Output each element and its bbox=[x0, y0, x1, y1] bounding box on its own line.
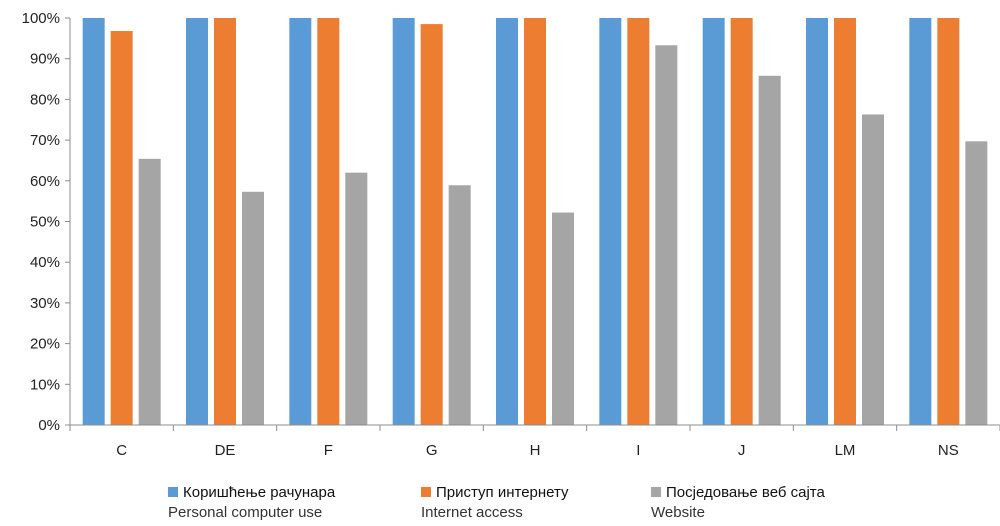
bar-de-series-2 bbox=[214, 18, 236, 425]
bar-f-series-1 bbox=[289, 18, 312, 425]
x-tick-label-h: H bbox=[530, 442, 541, 459]
bar-ns-series-2 bbox=[937, 18, 960, 425]
y-tick-label: 0% bbox=[38, 417, 60, 434]
bar-lm-series-2 bbox=[834, 18, 856, 425]
bar-chart: 0% 10% 20% 30% 40% 50% 60% 70% 80% 90% 100% C DE F G H… bbox=[22, 10, 1000, 459]
legend-swatch-website bbox=[651, 487, 661, 497]
y-tick-label: 90% bbox=[30, 51, 60, 68]
bar-g-series-3 bbox=[448, 185, 471, 425]
bar-ns-series-1 bbox=[909, 18, 932, 425]
bars-group bbox=[82, 18, 988, 426]
legend-swatch-internet-access bbox=[421, 487, 431, 497]
bar-f-series-2 bbox=[317, 18, 340, 425]
bar-f-series-3 bbox=[345, 172, 368, 425]
y-tick-label: 100% bbox=[22, 10, 60, 27]
y-tick-label: 80% bbox=[30, 91, 60, 108]
y-tick-label: 50% bbox=[30, 214, 60, 231]
x-tick-label-j: J bbox=[738, 442, 746, 459]
bar-c-series-3 bbox=[138, 158, 161, 425]
bar-lm-series-1 bbox=[806, 18, 828, 425]
bar-g-series-1 bbox=[392, 18, 415, 425]
bar-j-series-3 bbox=[758, 75, 781, 425]
legend-label-internet-access: Приступ интернету bbox=[436, 484, 569, 501]
bar-lm-series-3 bbox=[862, 114, 884, 426]
legend-label-internet-access-en: Internet access bbox=[421, 504, 523, 521]
y-tick-label: 10% bbox=[30, 376, 60, 393]
bar-c-series-2 bbox=[110, 31, 133, 426]
x-tick-label-f: F bbox=[324, 442, 333, 459]
y-tick-label: 60% bbox=[30, 173, 60, 190]
x-tick-label-ns: NS bbox=[938, 442, 959, 459]
bar-i-series-2 bbox=[627, 18, 650, 425]
bar-h-series-2 bbox=[524, 18, 546, 425]
bar-g-series-2 bbox=[420, 24, 443, 425]
bar-de-series-1 bbox=[186, 18, 208, 425]
bar-h-series-3 bbox=[552, 212, 574, 425]
bar-j-series-2 bbox=[730, 18, 753, 425]
bar-ns-series-3 bbox=[965, 141, 988, 426]
x-tick-label-lm: LM bbox=[835, 442, 856, 459]
legend-label-computer-use: Коришћење рачунара bbox=[183, 484, 336, 501]
y-tick-label: 20% bbox=[30, 336, 60, 353]
legend-swatch-computer-use bbox=[168, 487, 178, 497]
x-tick-label-i: I bbox=[636, 442, 640, 459]
bar-j-series-1 bbox=[702, 18, 725, 425]
x-tick-label-de: DE bbox=[215, 442, 236, 459]
y-tick-label: 30% bbox=[30, 295, 60, 312]
legend-label-website: Посједовање веб сајта bbox=[666, 484, 825, 501]
bar-c-series-1 bbox=[82, 18, 105, 425]
bar-i-series-3 bbox=[655, 45, 678, 425]
x-tick-label-c: C bbox=[116, 442, 127, 459]
x-tick-labels: C DE F G H I J LM NS bbox=[116, 442, 959, 459]
axes-group bbox=[65, 17, 1000, 431]
y-tick-labels: 0% 10% 20% 30% 40% 50% 60% 70% 80% 90% 100% bbox=[22, 10, 60, 434]
y-tick-label: 40% bbox=[30, 254, 60, 271]
legend: Коришћење рачунара Personal computer use… bbox=[0, 483, 1000, 523]
bar-i-series-1 bbox=[599, 18, 622, 425]
bar-h-series-1 bbox=[496, 18, 518, 425]
x-tick-label-g: G bbox=[426, 442, 438, 459]
legend-label-computer-use-en: Personal computer use bbox=[168, 504, 323, 521]
bar-de-series-3 bbox=[242, 191, 264, 425]
y-tick-label: 70% bbox=[30, 132, 60, 149]
legend-label-website-en: Website bbox=[651, 504, 705, 521]
